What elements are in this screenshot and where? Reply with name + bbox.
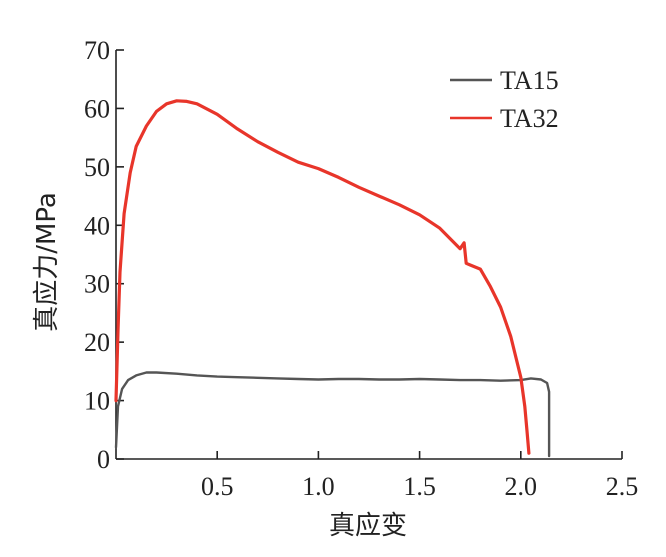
x-tick-label: 2.5 [606, 472, 639, 501]
y-tick-label: 0 [97, 445, 110, 474]
x-axis-title: 真应变 [329, 511, 407, 541]
y-tick-label: 70 [84, 36, 110, 65]
y-tick-label: 30 [84, 270, 110, 299]
x-tick-label: 0.5 [201, 472, 234, 501]
x-tick-label: 1.5 [403, 472, 436, 501]
y-tick-label: 20 [84, 328, 110, 357]
legend-label-ta32: TA32 [500, 104, 559, 133]
legend: TA15 TA32 [450, 66, 559, 133]
series-lines [114, 99, 551, 458]
x-tick-label: 1.0 [302, 472, 335, 501]
y-axis-title-group: 真应力/MPa [32, 192, 62, 332]
series-line-ta32 [114, 99, 531, 455]
x-tick-label: 2.0 [505, 472, 538, 501]
y-tick-label: 60 [84, 94, 110, 123]
y-tick-label: 50 [84, 153, 110, 182]
y-axis-title: 真应力/MPa [32, 192, 62, 332]
y-ticks: 0 10 20 30 40 50 60 70 [84, 36, 124, 474]
legend-label-ta15: TA15 [500, 66, 559, 95]
series-line-ta15 [114, 371, 551, 458]
x-ticks: 0.5 1.0 1.5 2.0 2.5 [201, 451, 638, 501]
y-tick-label: 10 [84, 387, 110, 416]
y-tick-label: 40 [84, 211, 110, 240]
